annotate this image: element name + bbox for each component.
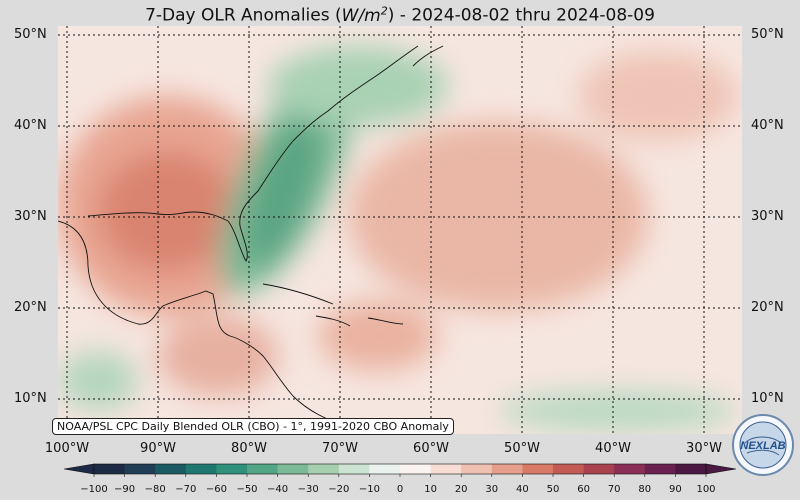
lon-label-40w: 40°W (595, 441, 631, 456)
colorbar-segment (461, 464, 493, 474)
title-prefix: 7-Day OLR Anomalies ( (145, 5, 342, 26)
colorbar-tick-label: 100 (696, 484, 716, 495)
colorbar-segment (400, 464, 432, 474)
colorbar-tick-label: 70 (607, 484, 621, 495)
graticule (58, 26, 742, 434)
colorbar-tick-label: −10 (358, 484, 380, 495)
colorbar-tick-label: 50 (546, 484, 560, 495)
colorbar-segment (94, 464, 126, 474)
lon-label-60w: 60°W (413, 441, 449, 456)
colorbar-segment (155, 464, 187, 474)
colorbar-tick-label: 90 (669, 484, 682, 495)
title-suffix: ) - 2024-08-02 thru 2024-08-09 (387, 5, 655, 26)
lat-label-left-20: 20°N (14, 300, 47, 315)
nova-scotia-coastline (412, 45, 444, 67)
colorbar-tick-label: −40 (267, 484, 289, 495)
colorbar-segments (63, 463, 737, 477)
colorbar-segment (430, 464, 462, 474)
lat-label-left-10: 10°N (14, 391, 47, 406)
colorbar-segment (185, 464, 217, 474)
colorbar-segment (277, 464, 309, 474)
lat-label-right-50: 50°N (751, 27, 784, 42)
colorbar-tick-label: 30 (485, 484, 499, 495)
title-unit-base: W/m (341, 5, 381, 26)
colorbar-segment (675, 464, 707, 474)
lat-label-right-10: 10°N (751, 391, 784, 406)
colorbar-tick-label: 10 (424, 484, 437, 495)
lat-label-right-20: 20°N (751, 300, 784, 315)
colorbar-segment (614, 464, 646, 474)
anomaly-atlantic-positive (348, 121, 648, 311)
map-title: 7-Day OLR Anomalies (W/m2) - 2024-08-02 … (0, 0, 800, 27)
colorbar-tick-label: 40 (516, 484, 529, 495)
anomaly-newengland-negative (268, 46, 448, 126)
lat-label-right-40: 40°N (751, 118, 784, 133)
colorbar-segment (522, 464, 554, 474)
globe-lines (744, 436, 782, 456)
lat-label-left-50: 50°N (14, 27, 47, 42)
lon-label-30w: 30°W (686, 441, 722, 456)
anomaly-tropical-negative (498, 391, 738, 431)
anomaly-centralamerica-positive (158, 316, 278, 396)
anomaly-field (58, 46, 738, 431)
anomaly-gulf-core (98, 151, 238, 271)
hispaniola-coastline (315, 315, 404, 327)
nexlab-globe-icon (739, 421, 787, 469)
colorbar-segment (338, 464, 370, 474)
lon-label-70w: 70°W (322, 441, 358, 456)
colorbar-tick-label: −100 (80, 484, 108, 495)
colorbar-tick-label: −50 (236, 484, 258, 495)
lat-label-right-30: 30°N (751, 209, 784, 224)
title-unit-exponent: 2 (380, 4, 388, 17)
attribution-label: NOAA/PSL CPC Daily Blended OLR (CBO) - 1… (52, 418, 454, 435)
logo-text: NEXLAB (740, 440, 785, 452)
anomaly-pacific-negative (58, 351, 138, 411)
colorbar-tick-label: −70 (175, 484, 197, 495)
colorbar-segment (644, 464, 676, 474)
colorbar-segment (369, 464, 401, 474)
anomaly-eastcoast-core (245, 115, 321, 267)
colorbar-tick-label: 60 (577, 484, 590, 495)
colorbar-tick-label: 0 (396, 484, 404, 495)
gulf-coastline (58, 220, 349, 427)
anomaly-caribbean-positive (318, 301, 438, 371)
nexlab-logo: NEXLAB (732, 414, 794, 476)
colorbar-tick-label: −90 (114, 484, 136, 495)
colorbar-segment (216, 464, 248, 474)
colorbar-segment (247, 464, 279, 474)
colorbar (63, 463, 737, 477)
colorbar-segment (553, 464, 585, 474)
olr-anomaly-map (58, 26, 742, 434)
colorbar-min-arrow (63, 463, 95, 475)
colorbar-segment (491, 464, 523, 474)
anomaly-ne-atlantic-positive (578, 51, 738, 141)
colorbar-tick-label: −30 (297, 484, 319, 495)
colorbar-tick-label: −80 (144, 484, 166, 495)
lon-label-100w: 100°W (44, 441, 90, 456)
cuba-coastline (262, 283, 334, 305)
colorbar-tick-label: 20 (454, 484, 468, 495)
lat-label-left-40: 40°N (14, 118, 47, 133)
colorbar-segment (124, 464, 156, 474)
lon-label-90w: 90°W (140, 441, 176, 456)
lon-label-80w: 80°W (231, 441, 267, 456)
colorbar-tick-label: −60 (205, 484, 227, 495)
lat-label-left-30: 30°N (14, 209, 47, 224)
colorbar-tick-label: 80 (638, 484, 652, 495)
colorbar-tick-label: −20 (328, 484, 350, 495)
colorbar-segment (308, 464, 340, 474)
map-panel (58, 26, 742, 434)
colorbar-segment (583, 464, 615, 474)
lon-label-50w: 50°W (504, 441, 540, 456)
